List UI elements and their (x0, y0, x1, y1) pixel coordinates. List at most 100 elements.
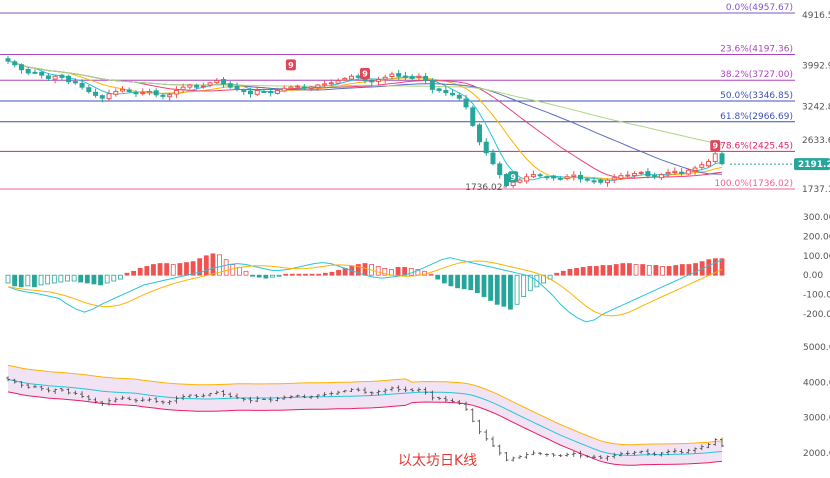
macd-bar (329, 271, 335, 276)
candle-body (335, 80, 341, 84)
macd-bar (190, 261, 196, 276)
candle-body (72, 81, 78, 84)
macd-bar (84, 274, 90, 284)
ma-line (7, 60, 723, 146)
candle-body (254, 89, 260, 95)
macd-bar (164, 263, 170, 276)
candle-body (180, 86, 186, 91)
candle-body (665, 171, 671, 175)
candle-body (113, 91, 119, 95)
candle-body (450, 92, 456, 96)
candle-body (106, 93, 112, 100)
macd-bar (474, 274, 480, 294)
macd-axis: 300.00 200.00 100.00 0.00 -100.00 -200.00 (803, 213, 830, 320)
candle-body (497, 163, 503, 176)
macd-bar (137, 268, 143, 276)
macd-bar (494, 274, 500, 305)
bottom-candle-series (6, 376, 724, 462)
current-price-tag: 2191.24 (730, 158, 830, 171)
macd-tick-label: 300.00 (803, 213, 830, 223)
candle-body (396, 73, 402, 77)
macd-bar (481, 274, 487, 297)
macd-bar (448, 274, 454, 287)
candle-body (12, 61, 18, 66)
macd-bar (541, 274, 546, 284)
candle-body (234, 86, 240, 90)
candle-body (207, 82, 213, 86)
macd-bar (38, 274, 44, 286)
td-marker-box (710, 140, 721, 152)
candle-body (66, 75, 72, 83)
macd-lines (7, 257, 723, 323)
candle-body (409, 76, 415, 79)
candle-body (140, 92, 146, 95)
candle-body (510, 181, 516, 187)
candle-body (551, 175, 557, 179)
macd-bar (250, 274, 256, 277)
macd-bar (270, 274, 275, 278)
macd-bar (712, 258, 718, 276)
candle-body (79, 83, 85, 88)
fib-label: 100.0%(1736.02) (714, 179, 793, 189)
macd-bar (514, 274, 520, 305)
candle-body (32, 71, 38, 74)
candle-body (544, 176, 550, 179)
macd-bar (580, 267, 586, 276)
fib-label: 23.6%(4197.36) (720, 45, 793, 55)
candle-body (281, 87, 287, 92)
candle-body (126, 89, 132, 93)
bottom-axis: 5000.00 4000.00 3000.00 2000.00 (803, 343, 830, 459)
macd-bar (587, 266, 593, 276)
price-tick-label: 4916.59 (802, 11, 830, 21)
price-bands (7, 364, 723, 466)
current-price-box (794, 158, 830, 171)
candle-body (584, 178, 590, 181)
candle-body (712, 153, 718, 163)
macd-bar (455, 274, 460, 289)
candle-body (99, 95, 105, 99)
macd-bar (395, 267, 401, 276)
macd-bar (428, 273, 434, 276)
candle-body (375, 79, 381, 82)
candle-body (59, 74, 65, 78)
candle-body (261, 90, 267, 93)
td-marker-label: 9 (712, 142, 718, 151)
macd-bar (98, 274, 103, 286)
macd-bar (706, 259, 712, 276)
macd-bar (170, 264, 176, 276)
macd-bar (646, 265, 652, 276)
candle-body (227, 83, 233, 88)
candle-body (241, 89, 247, 93)
macd-bar (217, 254, 222, 276)
candlestick-series (5, 56, 725, 188)
low-annotation: 1736.02 (465, 183, 502, 193)
macd-bar (309, 273, 315, 276)
macd-bar (131, 270, 137, 276)
candle-body (483, 141, 489, 154)
macd-bar (210, 253, 216, 276)
td-marker-label: 9 (362, 70, 368, 79)
candle-body (517, 179, 523, 183)
macd-bar (58, 274, 64, 283)
macd-bar (567, 268, 573, 276)
macd-bar (296, 273, 302, 276)
band-fill (8, 365, 722, 466)
macd-bar (607, 265, 613, 276)
candle-body (685, 169, 691, 175)
macd-bar (627, 263, 632, 276)
macd-bar (276, 274, 282, 277)
macd-bar (32, 274, 37, 288)
macd-bar (223, 259, 229, 276)
macd-dif-line (7, 257, 723, 323)
macd-bar (283, 273, 289, 276)
candle-body (120, 88, 126, 92)
macd-bar (12, 274, 18, 287)
macd-bar (613, 264, 619, 276)
fib-label: 78.6%(2425.45) (720, 141, 793, 151)
macd-bar (230, 264, 236, 276)
candle-body (477, 124, 483, 143)
macd-dea-line (7, 260, 723, 317)
price-tick-label: 3992.97 (802, 62, 830, 72)
candle-body (571, 174, 577, 177)
candle-body (18, 64, 24, 71)
